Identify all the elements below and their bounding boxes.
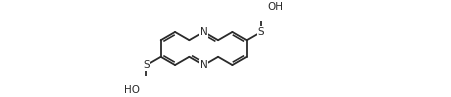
Text: OH: OH bbox=[267, 2, 283, 12]
Text: N: N bbox=[199, 27, 207, 37]
Text: HO: HO bbox=[124, 85, 140, 95]
Text: S: S bbox=[143, 60, 149, 70]
Text: N: N bbox=[199, 60, 207, 70]
Text: S: S bbox=[257, 27, 264, 37]
